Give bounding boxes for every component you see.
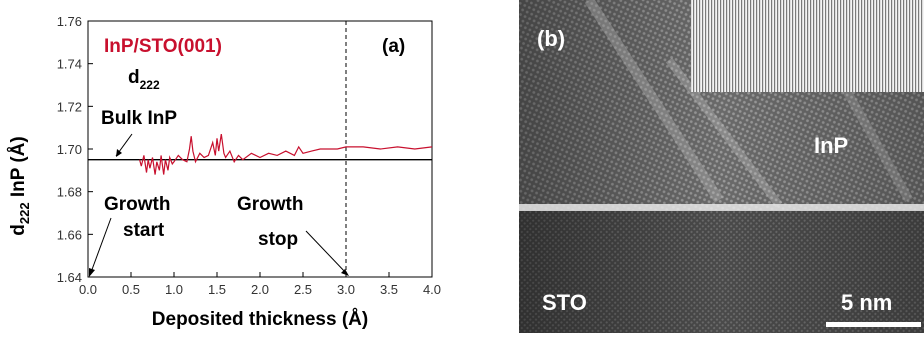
stacking-fault-streak xyxy=(584,0,724,203)
y-axis-title: d222 InP (Å) xyxy=(8,136,32,235)
growth-start-arrow xyxy=(89,217,112,276)
growth-stop-arrowhead xyxy=(341,269,349,276)
x-tick-label: 1.0 xyxy=(165,282,183,297)
x-tick-label: 3.0 xyxy=(337,282,355,297)
inp-layer-label: InP xyxy=(814,133,848,158)
series-line xyxy=(139,134,433,175)
chart-title: InP/STO(001) xyxy=(104,36,222,57)
y-tick-label: 1.66 xyxy=(57,227,82,242)
x-tick-label: 2.5 xyxy=(294,282,312,297)
inset-lattice-fringes xyxy=(691,0,924,92)
panel-a-chart: d222 InP (Å) 1.64 1.66 1.68 1.70 1.72 1.74 1.7… xyxy=(0,0,450,333)
y-tick-label: 1.74 xyxy=(57,57,82,72)
growth-start-label-line1: Growth xyxy=(104,194,171,215)
sto-layer-label: STO xyxy=(542,290,587,315)
growth-stop-label-line1: Growth xyxy=(237,194,304,215)
x-tick-label: 0.5 xyxy=(122,282,140,297)
growth-stop-arrow xyxy=(305,230,348,275)
interface-line xyxy=(519,204,924,211)
x-axis-title: Deposited thickness (Å) xyxy=(152,309,368,330)
x-tick-label: 2.0 xyxy=(251,282,269,297)
growth-start-arrowhead xyxy=(89,268,95,277)
panel-b-label: (b) xyxy=(537,26,565,51)
bulk-inp-label: Bulk InP xyxy=(101,108,177,129)
bulk-inp-arrowhead xyxy=(116,149,122,157)
panel-b-tem-image: (b) InP STO 5 nm xyxy=(519,0,924,333)
x-tick-label: 3.5 xyxy=(380,282,398,297)
y-tick-label: 1.64 xyxy=(57,270,82,285)
scalebar xyxy=(826,322,921,327)
x-tick-label: 1.5 xyxy=(208,282,226,297)
x-tick-label: 4.0 xyxy=(423,282,441,297)
panel-a-label: (a) xyxy=(382,36,405,57)
growth-start-label-line2: start xyxy=(123,220,165,241)
growth-stop-label-line2: stop xyxy=(258,229,298,250)
y-tick-label: 1.70 xyxy=(57,142,82,157)
d222-label: d222 xyxy=(128,67,160,92)
y-tick-label: 1.76 xyxy=(57,14,82,29)
x-tick-label: 0.0 xyxy=(79,282,97,297)
chart-svg: d222 InP (Å) 1.64 1.66 1.68 1.70 1.72 1.74 1.7… xyxy=(8,14,441,330)
y-tick-label: 1.72 xyxy=(57,99,82,114)
stacking-fault-streak xyxy=(665,57,783,208)
y-tick-label: 1.68 xyxy=(57,185,82,200)
tem-image-svg: (b) InP STO 5 nm xyxy=(519,0,924,333)
scalebar-label: 5 nm xyxy=(841,290,892,315)
